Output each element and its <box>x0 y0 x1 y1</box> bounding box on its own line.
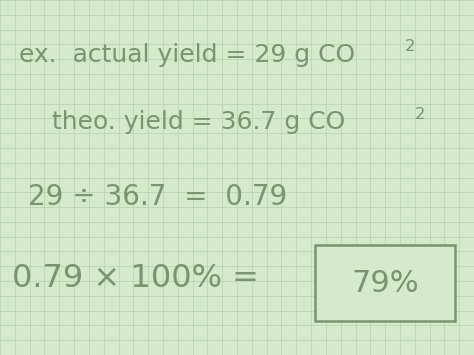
Text: 2: 2 <box>415 107 425 122</box>
Text: 29 ÷ 36.7  =  0.79: 29 ÷ 36.7 = 0.79 <box>28 183 288 211</box>
Text: theo. yield = 36.7 g CO: theo. yield = 36.7 g CO <box>52 110 346 135</box>
Bar <box>315 245 455 321</box>
Text: 79%: 79% <box>351 269 419 297</box>
Text: 2: 2 <box>405 39 415 54</box>
Text: ex.  actual yield = 29 g CO: ex. actual yield = 29 g CO <box>19 43 355 67</box>
Text: 0.79 × 100% =: 0.79 × 100% = <box>12 263 259 294</box>
